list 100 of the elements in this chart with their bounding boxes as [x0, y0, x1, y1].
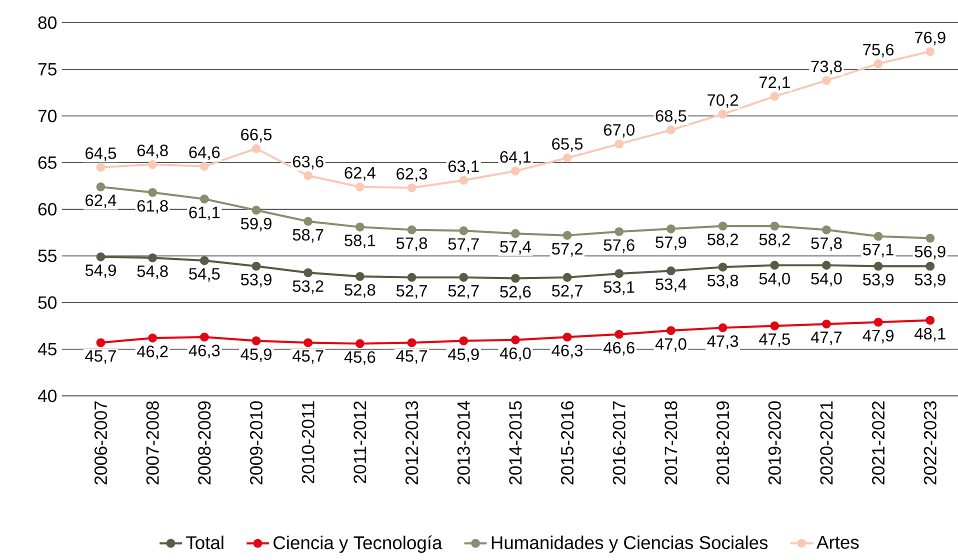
data-label: 53,9	[862, 274, 894, 288]
data-label: 57,8	[396, 237, 428, 251]
y-tick-label: 80	[38, 16, 57, 29]
point	[148, 160, 158, 169]
point	[96, 162, 106, 172]
point	[252, 206, 261, 215]
point	[252, 262, 261, 270]
legend-label: Total	[186, 535, 224, 549]
point	[926, 316, 935, 325]
point	[614, 269, 624, 278]
data-label: 64,5	[86, 147, 116, 161]
data-label: 57,2	[552, 242, 582, 256]
data-label: 54,0	[759, 272, 790, 286]
data-label: 52,8	[344, 284, 376, 298]
data-label: 46,0	[500, 347, 531, 361]
data-label: 53,8	[707, 274, 738, 288]
point	[252, 144, 261, 153]
x-tick-label: 2020-2021	[820, 401, 833, 484]
point	[562, 153, 572, 162]
point	[874, 232, 883, 241]
data-label: 72,1	[760, 76, 790, 90]
x-tick-label: 2013-2014	[457, 400, 470, 484]
data-label: 63,1	[448, 160, 479, 174]
data-label: 76,9	[915, 32, 946, 46]
point	[407, 272, 416, 282]
point	[666, 266, 676, 276]
point	[252, 336, 261, 346]
point	[459, 176, 468, 185]
data-label: 73,8	[811, 60, 842, 74]
point	[614, 139, 624, 148]
data-label: 52,7	[448, 284, 479, 298]
point	[926, 234, 935, 242]
data-label: 64,8	[137, 144, 168, 158]
data-label: 58,2	[707, 234, 738, 248]
point	[459, 272, 468, 282]
point	[510, 166, 520, 176]
point	[926, 46, 935, 56]
data-label: 46,2	[136, 345, 168, 360]
point	[666, 326, 676, 335]
data-label: 46,6	[604, 342, 634, 356]
point	[718, 109, 728, 118]
point	[96, 252, 106, 262]
data-label: 53,1	[604, 281, 634, 295]
point	[562, 230, 572, 240]
data-label: 61,1	[189, 206, 220, 220]
point	[874, 318, 883, 326]
point	[770, 260, 780, 270]
point	[822, 225, 831, 234]
point	[666, 224, 676, 234]
data-label: 62,4	[344, 166, 376, 180]
data-label: 53,2	[292, 280, 324, 294]
x-tick-label: 2021-2022	[872, 401, 885, 484]
point	[510, 228, 520, 238]
x-tick-label: 2022-2023	[924, 401, 936, 484]
data-label: 66,5	[241, 128, 272, 142]
point	[459, 336, 468, 346]
point	[355, 272, 364, 281]
point	[614, 227, 624, 236]
point	[614, 330, 624, 339]
point	[96, 338, 106, 347]
data-label: 52,6	[500, 286, 531, 300]
data-label: 62,4	[86, 194, 116, 208]
data-label: 52,7	[396, 284, 427, 298]
y-tick-label: 70	[38, 110, 57, 122]
point	[355, 222, 364, 232]
point	[562, 332, 572, 342]
x-tick-label: 2019-2020	[768, 401, 781, 484]
point	[200, 256, 209, 265]
data-label: 47,9	[862, 330, 894, 344]
data-label: 53,9	[240, 274, 272, 288]
point	[148, 333, 158, 342]
point	[96, 182, 106, 192]
x-tick-label: 2010-2011	[302, 401, 314, 483]
point	[200, 332, 209, 342]
point	[822, 260, 831, 270]
point	[459, 226, 468, 236]
point	[770, 321, 780, 330]
y-tick-label: 40	[38, 389, 57, 402]
data-label: 58,2	[759, 234, 790, 248]
legend-label: Ciencia y Tecnología	[274, 535, 442, 553]
point	[355, 339, 364, 348]
data-label: 63,6	[292, 156, 324, 170]
data-label: 45,7	[292, 350, 324, 364]
point	[407, 338, 416, 347]
data-label: 46,3	[552, 344, 583, 358]
point	[770, 92, 780, 101]
data-label: 64,1	[500, 151, 531, 165]
data-label: 57,8	[811, 237, 842, 251]
point	[926, 262, 935, 270]
point	[304, 338, 313, 347]
point	[562, 272, 572, 282]
point	[304, 171, 313, 180]
data-label: 47,5	[759, 333, 790, 347]
data-label: 57,4	[500, 240, 531, 254]
point	[718, 262, 728, 272]
data-label: 45,9	[240, 348, 272, 362]
data-label: 45,7	[85, 350, 116, 364]
x-tick-label: 2016-2017	[612, 401, 626, 484]
point	[718, 323, 728, 332]
point	[200, 194, 209, 204]
